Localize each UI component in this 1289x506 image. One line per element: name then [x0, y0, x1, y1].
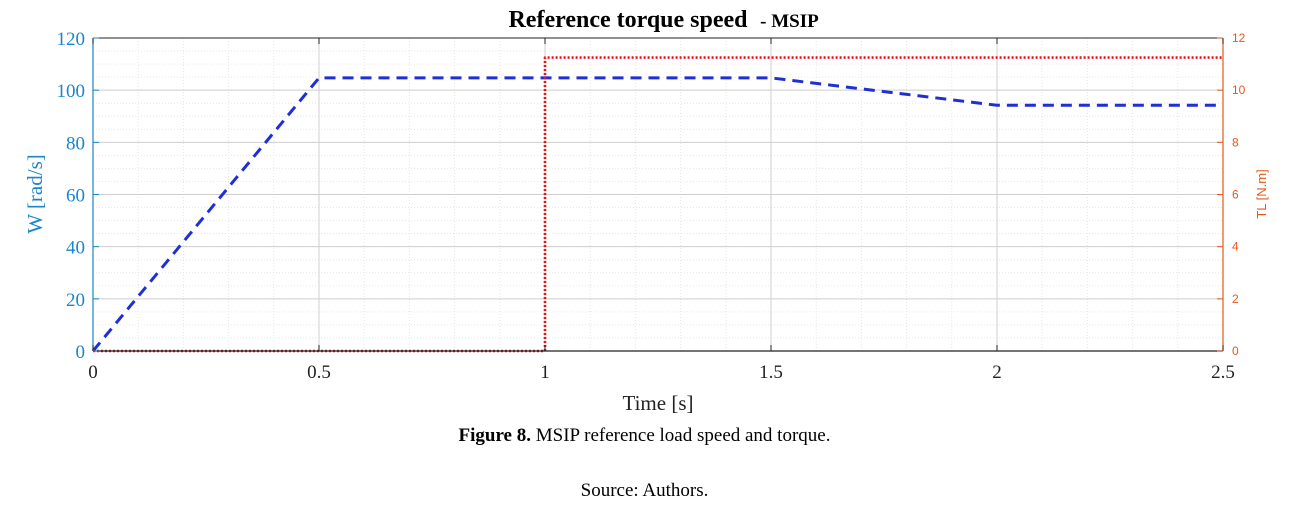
chart-ticks: 0 0.5 1 1.5 2 2.5 0 20 40 60 80 100 120 0 2 4 6 8 10 12: [57, 29, 1246, 383]
y-axis-label-left: W [rad/s]: [23, 154, 47, 234]
y-tick-label-left: 40: [66, 238, 85, 259]
y-tick-label-right: 2: [1232, 292, 1239, 306]
y-tick-label-right: 8: [1232, 135, 1239, 149]
x-tick-label: 1: [540, 362, 550, 383]
chart: 0 0.5 1 1.5 2 2.5 0 20 40 60 80 100 120 0 2 4 6 8 10 12 Ref…: [23, 7, 1269, 415]
y-tick-label-left: 20: [66, 290, 85, 311]
figure-caption: Figure 8. MSIP reference load speed and …: [0, 425, 1289, 447]
y-axis-label-right: TL [N.m]: [1254, 169, 1269, 218]
figure-source: Source: Authors.: [580, 480, 709, 501]
y-tick-label-left: 0: [76, 342, 86, 363]
series-line-speed: [91, 76, 1223, 352]
x-tick-label: 2.5: [1211, 362, 1235, 383]
chart-title: Reference torque speed: [508, 7, 748, 33]
y-tick-label-left: 60: [66, 186, 85, 207]
chart-subtitle: - MSIP: [760, 11, 819, 32]
y-tick-label-left: 120: [57, 29, 86, 50]
x-tick-label: 0.5: [307, 362, 331, 383]
x-tick-label: 1.5: [759, 362, 783, 383]
y-tick-label-right: 6: [1232, 188, 1239, 202]
x-tick-label: 0: [88, 362, 98, 383]
x-tick-label: 2: [992, 362, 1002, 383]
y-tick-label-right: 12: [1232, 31, 1246, 45]
x-axis-label: Time [s]: [623, 391, 694, 415]
y-tick-label-right: 10: [1232, 83, 1246, 97]
figure-caption-text: MSIP reference load speed and torque.: [530, 425, 831, 446]
y-tick-label-left: 100: [57, 81, 86, 102]
figure-caption-label: Figure 8.: [458, 425, 531, 446]
y-tick-label-left: 80: [66, 133, 85, 154]
y-tick-label-right: 4: [1232, 240, 1239, 254]
y-tick-label-right: 0: [1232, 344, 1239, 358]
